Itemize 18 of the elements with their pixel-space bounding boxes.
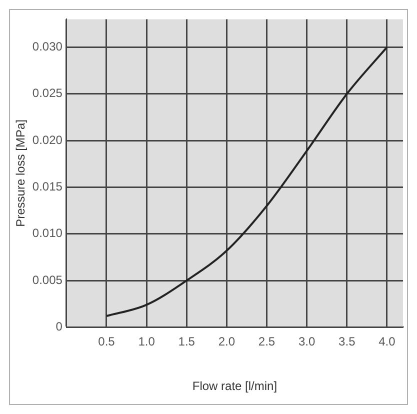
y-tick-label: 0.015 xyxy=(32,180,63,194)
y-tick-label: 0.010 xyxy=(32,226,63,240)
y-tick-label: 0 xyxy=(56,320,63,334)
x-tick-label: 4.0 xyxy=(378,334,396,349)
y-tick-label: 0.020 xyxy=(32,132,63,147)
x-tick-label: 3.5 xyxy=(338,334,356,349)
y-tick-label: 0.025 xyxy=(32,86,63,100)
y-axis-title: Pressure loss [MPa] xyxy=(14,120,28,227)
line-series xyxy=(105,46,388,317)
x-tick-label: 2.5 xyxy=(258,334,276,349)
y-tick-label: 0.030 xyxy=(32,40,63,54)
x-tick-label: 2.0 xyxy=(218,334,236,349)
y-tick-label: 0.005 xyxy=(32,272,63,287)
x-tick-label: 3.0 xyxy=(298,334,316,349)
x-axis-title: Flow rate [l/min] xyxy=(192,379,278,394)
x-tick-label: 0.5 xyxy=(98,334,116,349)
x-tick-label: 1.5 xyxy=(178,334,196,349)
x-tick-label: 1.0 xyxy=(138,334,156,349)
